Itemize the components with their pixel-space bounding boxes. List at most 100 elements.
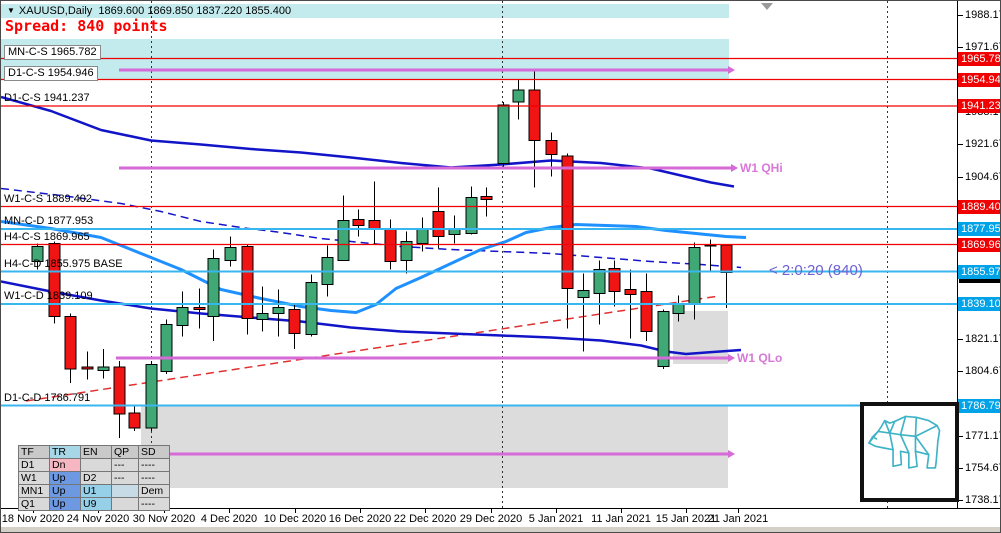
candle-down — [384, 229, 397, 262]
date-tick-label: 30 Nov 2020 — [132, 513, 196, 525]
date-tick-label: 16 Dec 2020 — [328, 513, 392, 525]
candle-up — [272, 307, 285, 314]
level-label: MN-C-S 1965.782 — [4, 44, 101, 60]
candle-down — [528, 89, 541, 141]
signal-cell: ---- — [138, 458, 170, 472]
price-level-badge: 1941.237 — [958, 99, 1000, 113]
quarter-pivot-lines — [116, 66, 738, 458]
date-tick-label: 18 Nov 2020 — [1, 513, 65, 525]
ma-fast-line — [1, 220, 747, 314]
date-tick — [295, 509, 296, 513]
risk-ratio-annotation: < 2:0:20 (840) — [769, 262, 863, 279]
candle-down — [545, 140, 558, 155]
time-axis[interactable]: 18 Nov 2020 24 Nov 2020 30 Nov 2020 4 Dec 2… — [1, 509, 1000, 527]
chart-canvas[interactable] — [1, 1, 958, 508]
candle-up — [704, 244, 717, 247]
candle-up — [657, 311, 670, 367]
signal-cell: U1 — [80, 484, 112, 498]
price-level-badge: 1855.975 — [958, 264, 1000, 279]
signal-cell: MN1 — [18, 484, 50, 498]
price-tick-label: 1971.670 — [965, 41, 1000, 53]
level-label: MN-C-D 1877.953 — [4, 215, 94, 227]
signal-cell: --- — [111, 471, 139, 485]
trendline-dashed-red — [25, 295, 720, 402]
date-tick — [98, 509, 99, 513]
gray-zone — [673, 311, 728, 364]
price-tick — [958, 144, 963, 145]
price-level-badge: 1965.782 — [958, 51, 1000, 66]
price-level-badge: 1889.402 — [958, 199, 1000, 214]
candle-down — [81, 366, 94, 370]
pivot-level-lines — [1, 57, 957, 407]
candlestick-series — [31, 71, 733, 438]
signal-cell: --- — [111, 458, 139, 472]
price-axis[interactable]: 1988.1701971.6701938.1701921.6701904.670… — [958, 1, 1000, 508]
candle-down — [241, 246, 254, 319]
pivot-arrow-icon — [728, 66, 735, 74]
candle-up — [31, 246, 44, 262]
date-tick-label: 24 Nov 2020 — [66, 513, 130, 525]
signal-table-row: D1 Dn --- ---- — [18, 458, 170, 472]
pivot-name-label: W1 QHi — [740, 161, 783, 175]
price-level-badge: 1877.953 — [958, 222, 1000, 236]
signal-cell: Dem — [138, 484, 170, 498]
date-tick — [360, 509, 361, 513]
candle-up — [672, 304, 685, 314]
price-tick-label: 1804.670 — [965, 365, 1000, 377]
pivot-arrow-icon — [731, 164, 738, 172]
date-tick-label: 11 Jan 2021 — [591, 513, 651, 525]
signal-col-header: QP — [111, 445, 139, 459]
price-tick — [958, 468, 963, 469]
signal-cell: U9 — [80, 497, 112, 511]
signal-col-header: TF — [18, 445, 50, 459]
candle-down — [720, 244, 733, 273]
candle-up — [416, 228, 429, 244]
ma-upper-line — [1, 95, 735, 188]
price-level-badge: 1869.965 — [958, 237, 1000, 252]
candle-down — [480, 196, 493, 200]
price-tick-label: 1754.670 — [965, 462, 1000, 474]
date-tick — [738, 509, 739, 513]
price-level-badge: 1839.109 — [958, 297, 1000, 311]
signal-cell: W1 — [18, 471, 50, 485]
candle-down — [352, 219, 365, 226]
price-tick — [958, 177, 963, 178]
candle-up — [97, 366, 110, 371]
candle-up — [577, 290, 590, 298]
bear-logo-box — [860, 402, 959, 502]
candle-down — [368, 220, 381, 229]
collapse-arrow-icon[interactable]: ▼ — [7, 6, 15, 15]
chart-shift-marker-icon[interactable] — [761, 3, 773, 10]
signal-cell — [80, 458, 112, 472]
signal-col-header: SD — [138, 445, 170, 459]
level-label: W1-C-D 1839.109 — [4, 290, 93, 302]
price-tick — [958, 500, 963, 501]
price-tick-label: 1821.170 — [965, 333, 1000, 345]
level-label: D1-C-S 1954.946 — [4, 65, 98, 81]
date-tick — [686, 509, 687, 513]
candle-up — [145, 364, 158, 429]
current-price-marker — [959, 278, 1000, 283]
spread-label: Spread: 840 points — [5, 17, 168, 35]
price-tick — [958, 47, 963, 48]
candle-up — [256, 313, 269, 320]
candle-up — [176, 307, 189, 326]
date-tick — [33, 509, 34, 513]
signal-cell: Q1 — [18, 497, 50, 511]
candle-up — [497, 104, 510, 164]
level-label: D1-C-S 1941.237 — [4, 92, 90, 104]
price-tick-label: 1921.670 — [965, 138, 1000, 150]
date-tick — [621, 509, 622, 513]
level-label: H4-C-D 1855.975 BASE — [4, 257, 123, 270]
signal-table-row: MN1 Up U1 Dem — [18, 484, 170, 498]
time-axis-border — [1, 508, 1000, 509]
candle-down — [624, 289, 637, 295]
price-tick — [958, 436, 963, 437]
price-level-badge: 1786.791 — [958, 398, 1000, 413]
candle-down — [48, 243, 61, 317]
date-tick-label: 4 Dec 2020 — [200, 513, 258, 525]
gray-zone — [141, 406, 728, 488]
chart-title: ▼ XAUUSD,Daily 1869.600 1869.850 1837.220… — [7, 5, 291, 17]
price-tick-label: 1988.170 — [965, 9, 1000, 21]
candle-up — [465, 197, 478, 234]
